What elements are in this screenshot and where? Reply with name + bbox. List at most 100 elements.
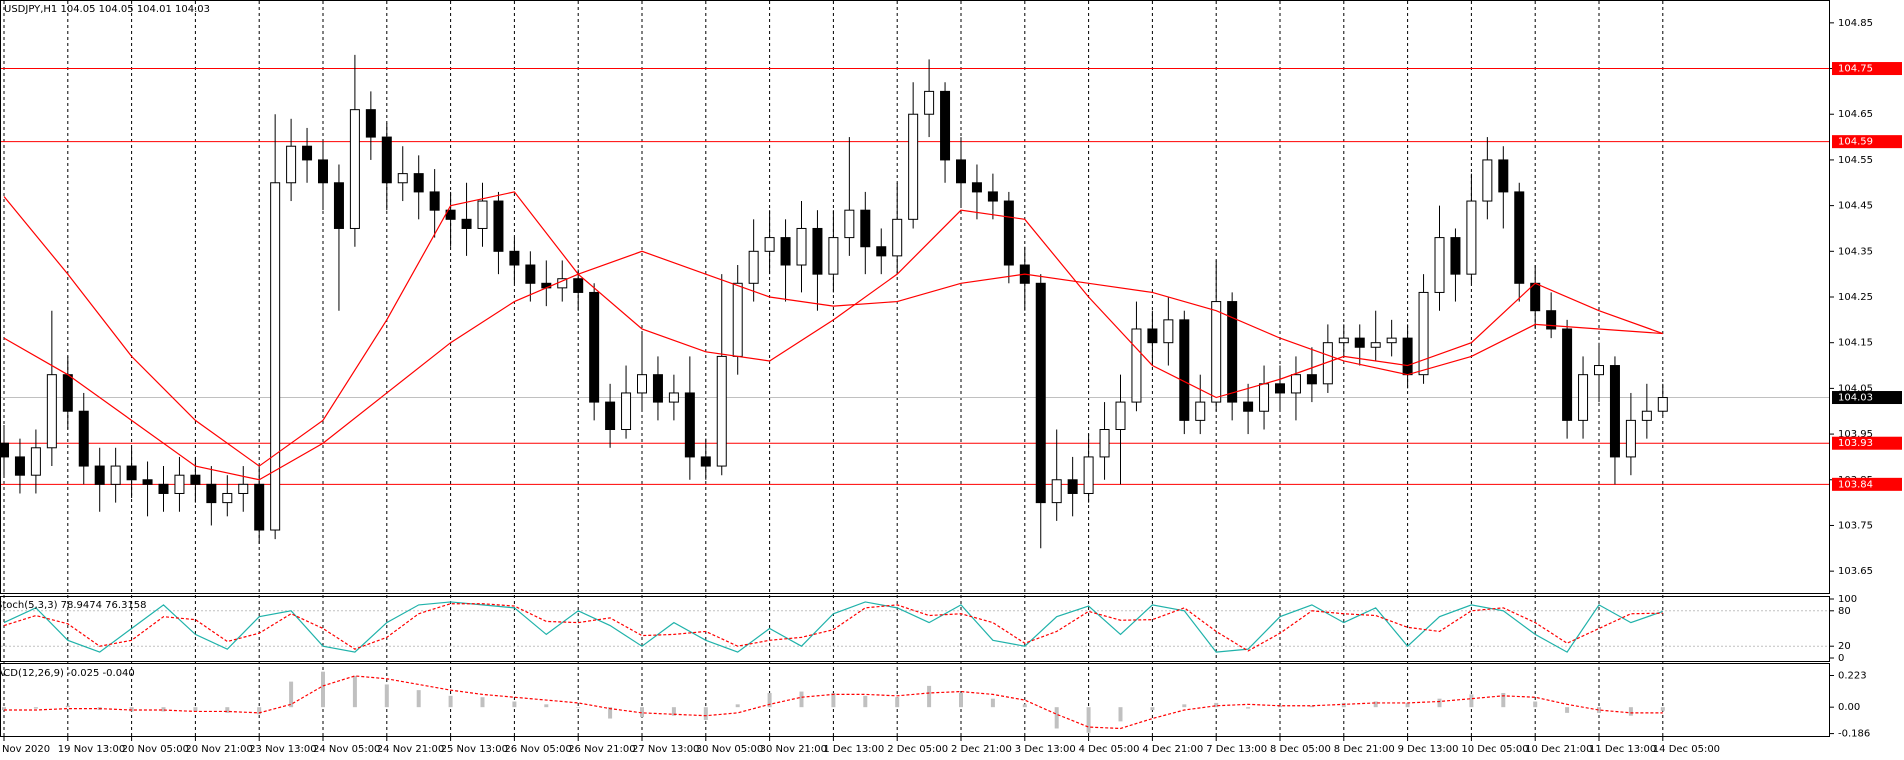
candle-body: [1227, 301, 1238, 403]
candle-body: [1625, 419, 1636, 458]
candle-body: [1003, 200, 1014, 266]
candle-body: [1418, 291, 1429, 376]
histogram-bar: [161, 707, 166, 712]
candle-body: [1067, 479, 1078, 494]
candle-body: [1498, 159, 1509, 193]
candle-body: [1306, 374, 1317, 385]
candle-body: [1099, 429, 1110, 458]
candle-body: [493, 200, 504, 252]
candle-body: [652, 374, 663, 403]
candle-body: [1211, 301, 1222, 403]
x-tick-label: 23 Nov 13:00: [249, 744, 316, 755]
x-tick-label: 10 Dec 05:00: [1461, 744, 1528, 755]
histogram-bar: [1501, 692, 1506, 708]
histogram-bar: [1628, 707, 1633, 716]
histogram-bar: [225, 707, 230, 713]
histogram-bar: [1214, 702, 1219, 708]
candle-body: [46, 374, 57, 449]
histogram-bar: [831, 692, 836, 708]
candle-body: [1530, 282, 1541, 312]
histogram-bar: [1660, 707, 1665, 711]
candle-body: [1466, 200, 1477, 275]
histogram-bar: [1533, 701, 1538, 708]
candle-body: [1179, 319, 1190, 421]
candle-body: [429, 191, 440, 211]
level-label: 104.75: [1838, 64, 1873, 75]
candle-body: [637, 374, 647, 394]
candle-body: [349, 109, 360, 229]
histogram-bar: [576, 707, 581, 708]
candle-body: [605, 401, 616, 431]
candle-body: [1051, 479, 1062, 504]
histogram-bar: [1565, 707, 1570, 713]
candle-body: [381, 136, 392, 184]
x-tick-label: 27 Nov 13:00: [632, 744, 699, 755]
candle-body: [110, 465, 121, 485]
histogram-bar: [1022, 704, 1027, 708]
indicator-line: [3, 250, 1663, 481]
x-tick-label: 20 Nov 21:00: [185, 744, 252, 755]
macd-panel-frame: [0, 663, 1830, 737]
x-tick-label: 8 Dec 21:00: [1334, 744, 1395, 755]
candle-body: [940, 90, 951, 161]
histogram-bar: [1437, 698, 1442, 708]
indicator-line: [3, 191, 1664, 467]
chart-title: USDJPY,H1 104.05 104.05 104.01 104.03: [4, 4, 210, 15]
candle-body: [286, 145, 297, 184]
y-tick-label: 103.65: [1838, 566, 1873, 577]
candle-body: [860, 209, 871, 248]
candle-body: [1657, 397, 1668, 412]
x-tick-label: 25 Nov 13:00: [441, 744, 508, 755]
x-tick-label: 8 Dec 05:00: [1270, 744, 1331, 755]
candle-body: [748, 250, 759, 284]
candle-body: [1594, 365, 1604, 376]
y-tick-label: 104.65: [1838, 109, 1873, 120]
y-tick-label: 20: [1838, 641, 1851, 652]
histogram-bar: [863, 695, 868, 708]
candle-body: [126, 465, 137, 481]
histogram-bar: [799, 691, 804, 708]
candle-body: [461, 218, 472, 229]
y-tick-label: 0.223: [1838, 671, 1867, 682]
candle-body: [908, 113, 919, 220]
histogram-bar: [959, 692, 963, 708]
histogram-bar: [640, 707, 644, 718]
histogram-bar: [1182, 704, 1187, 708]
candle-body: [270, 182, 281, 531]
candle-body: [0, 442, 9, 458]
x-tick-label: 4 Dec 21:00: [1142, 744, 1203, 755]
candle-body: [1641, 410, 1652, 421]
candle-body: [1147, 328, 1158, 344]
histogram-bar: [1405, 702, 1410, 708]
candle-body: [1275, 383, 1285, 394]
macd-title: MACD(12,26,9) -0.025 -0.040: [0, 668, 135, 679]
candle-body: [1482, 159, 1493, 202]
y-tick-label: 104.15: [1838, 338, 1873, 349]
candle-body: [190, 474, 201, 485]
histogram-bar: [257, 707, 262, 715]
candle-body: [206, 483, 217, 504]
histogram-bar: [1246, 707, 1251, 709]
histogram-bar: [1469, 694, 1474, 708]
candle-body: [525, 264, 536, 284]
histogram-bar: [129, 707, 134, 712]
x-tick-label: 14 Dec 05:00: [1653, 744, 1720, 755]
candle-body: [1243, 401, 1254, 412]
candle-body: [684, 392, 695, 458]
candle-body: [828, 237, 839, 275]
x-tick-label: 1 Dec 13:00: [823, 744, 884, 755]
x-tick-label: 2 Dec 21:00: [951, 744, 1012, 755]
level-label-box: [1832, 436, 1902, 450]
candle-body: [844, 209, 855, 239]
candle-body: [1402, 337, 1413, 376]
candle-body: [956, 159, 966, 184]
x-tick-label: 20 Nov 05:00: [122, 744, 189, 755]
stoch-panel-frame: [0, 596, 1830, 662]
candle-body: [812, 227, 823, 275]
y-tick-label: 103.75: [1838, 520, 1873, 531]
y-tick-label: 104.85: [1838, 18, 1873, 29]
candle-body: [796, 227, 807, 266]
x-tick-label: 26 Nov 05:00: [504, 744, 571, 755]
histogram-bar: [65, 705, 70, 708]
